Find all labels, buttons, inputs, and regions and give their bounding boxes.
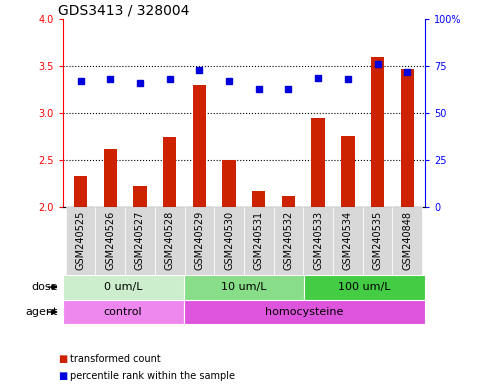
- Bar: [74, 176, 87, 384]
- Bar: [273, 207, 303, 275]
- Bar: [163, 137, 176, 384]
- Bar: [193, 85, 206, 384]
- Text: GSM240526: GSM240526: [105, 211, 115, 270]
- Text: GSM240531: GSM240531: [254, 211, 264, 270]
- Text: ■: ■: [58, 354, 67, 364]
- Text: 0 um/L: 0 um/L: [104, 282, 142, 292]
- Text: GDS3413 / 328004: GDS3413 / 328004: [58, 3, 189, 17]
- Text: GSM240529: GSM240529: [194, 211, 204, 270]
- Text: GSM240527: GSM240527: [135, 211, 145, 270]
- Bar: [214, 207, 244, 275]
- Bar: [63, 300, 184, 324]
- Bar: [304, 275, 425, 300]
- Text: transformed count: transformed count: [70, 354, 161, 364]
- Bar: [184, 275, 304, 300]
- Bar: [184, 300, 425, 324]
- Bar: [155, 207, 185, 275]
- Text: 10 um/L: 10 um/L: [221, 282, 267, 292]
- Text: GSM240530: GSM240530: [224, 211, 234, 270]
- Text: GSM240525: GSM240525: [76, 211, 85, 270]
- Text: 100 um/L: 100 um/L: [339, 282, 391, 292]
- Bar: [63, 275, 184, 300]
- Text: GSM240532: GSM240532: [284, 211, 294, 270]
- Bar: [222, 161, 236, 384]
- Bar: [185, 207, 214, 275]
- Bar: [125, 207, 155, 275]
- Text: dose: dose: [31, 282, 58, 292]
- Bar: [66, 207, 96, 275]
- Bar: [400, 69, 414, 384]
- Text: homocysteine: homocysteine: [265, 307, 343, 317]
- Text: control: control: [104, 307, 142, 317]
- Bar: [252, 191, 266, 384]
- Bar: [363, 207, 392, 275]
- Text: GSM240848: GSM240848: [402, 211, 412, 270]
- Bar: [341, 136, 355, 384]
- Bar: [303, 207, 333, 275]
- Text: GSM240535: GSM240535: [372, 211, 383, 270]
- Bar: [392, 207, 422, 275]
- Bar: [312, 118, 325, 384]
- Bar: [133, 186, 147, 384]
- Bar: [333, 207, 363, 275]
- Text: GSM240533: GSM240533: [313, 211, 323, 270]
- Text: agent: agent: [26, 307, 58, 317]
- Bar: [371, 57, 384, 384]
- Text: percentile rank within the sample: percentile rank within the sample: [70, 371, 235, 381]
- Bar: [96, 207, 125, 275]
- Bar: [244, 207, 273, 275]
- Text: ■: ■: [58, 371, 67, 381]
- Bar: [104, 149, 117, 384]
- Text: GSM240528: GSM240528: [165, 211, 175, 270]
- Text: GSM240534: GSM240534: [343, 211, 353, 270]
- Bar: [282, 196, 295, 384]
